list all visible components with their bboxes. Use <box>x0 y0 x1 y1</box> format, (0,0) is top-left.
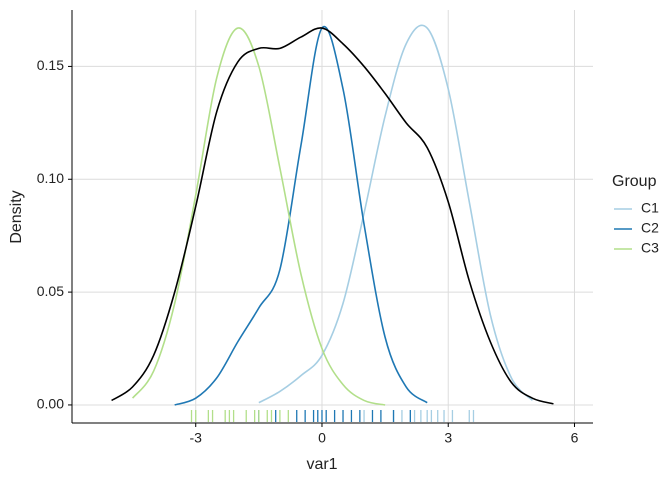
x-tick-label: 6 <box>571 430 579 446</box>
legend-title: Group <box>612 173 657 190</box>
x-tick-label: -3 <box>190 430 203 446</box>
x-axis-label: var1 <box>306 456 337 473</box>
y-axis-label: Density <box>8 190 25 243</box>
y-tick-label: 0.10 <box>37 170 64 186</box>
x-tick-label: 0 <box>318 430 326 446</box>
density-curve <box>258 24 533 404</box>
density-curve <box>174 25 428 406</box>
legend-label: C1 <box>641 200 659 216</box>
overall-density-curve <box>111 27 554 405</box>
y-tick-label: 0.15 <box>37 57 64 73</box>
legend-label: C3 <box>641 240 659 256</box>
y-tick-label: 0.00 <box>37 396 64 412</box>
x-tick-label: 3 <box>444 430 452 446</box>
y-tick-label: 0.05 <box>37 283 64 299</box>
legend-label: C2 <box>641 220 659 236</box>
density-curve <box>131 27 386 406</box>
